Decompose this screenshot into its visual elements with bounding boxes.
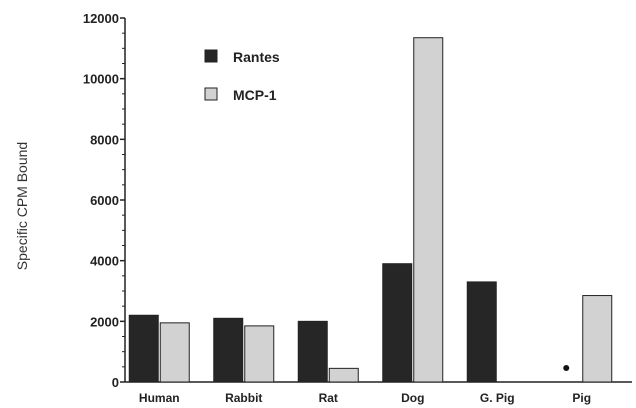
annotations xyxy=(563,365,570,371)
legend-swatch xyxy=(204,87,218,101)
legend-label: Rantes xyxy=(233,49,280,65)
y-ticks: 0 2000 4000 6000 8000 10000 12000 xyxy=(83,11,125,390)
bar-rantes-dog xyxy=(382,263,413,383)
bar-mcp-1-rat xyxy=(328,367,359,383)
x-tick-label: Dog xyxy=(401,391,424,405)
x-tick-label: Pig xyxy=(572,391,591,405)
y-tick-label: 12000 xyxy=(83,11,119,26)
y-tick-label: 0 xyxy=(112,375,119,390)
bar-rantes-rabbit xyxy=(213,317,244,383)
y-tick-label: 2000 xyxy=(90,314,119,329)
bar-rantes-g-pig xyxy=(466,281,497,383)
annotation-dot xyxy=(563,365,570,371)
y-tick-label: 8000 xyxy=(90,132,119,147)
y-axis-label: Specific CPM Bound xyxy=(14,142,30,270)
bar-mcp-1-human xyxy=(159,322,190,383)
legend-swatch xyxy=(204,49,218,63)
x-tick-label: Rat xyxy=(319,391,338,405)
bar-mcp-1-dog xyxy=(413,37,444,383)
axes xyxy=(124,18,632,383)
legend: Rantes MCP-1 xyxy=(204,49,280,103)
bar-rantes-rat xyxy=(297,320,328,383)
x-tick-label: Human xyxy=(139,391,180,405)
x-tick-label: G. Pig xyxy=(480,391,515,405)
legend-label: MCP-1 xyxy=(233,87,277,103)
bar-mcp-1-pig xyxy=(582,295,613,383)
y-tick-label: 4000 xyxy=(90,254,119,269)
y-tick-label: 10000 xyxy=(83,72,119,87)
bars xyxy=(128,37,613,383)
x-tick-labels: Human Rabbit Rat Dog G. Pig Pig xyxy=(139,391,591,405)
x-tick-label: Rabbit xyxy=(225,391,262,405)
bar-rantes-human xyxy=(128,314,159,383)
bar-mcp-1-rabbit xyxy=(244,325,275,383)
y-tick-label: 6000 xyxy=(90,193,119,208)
